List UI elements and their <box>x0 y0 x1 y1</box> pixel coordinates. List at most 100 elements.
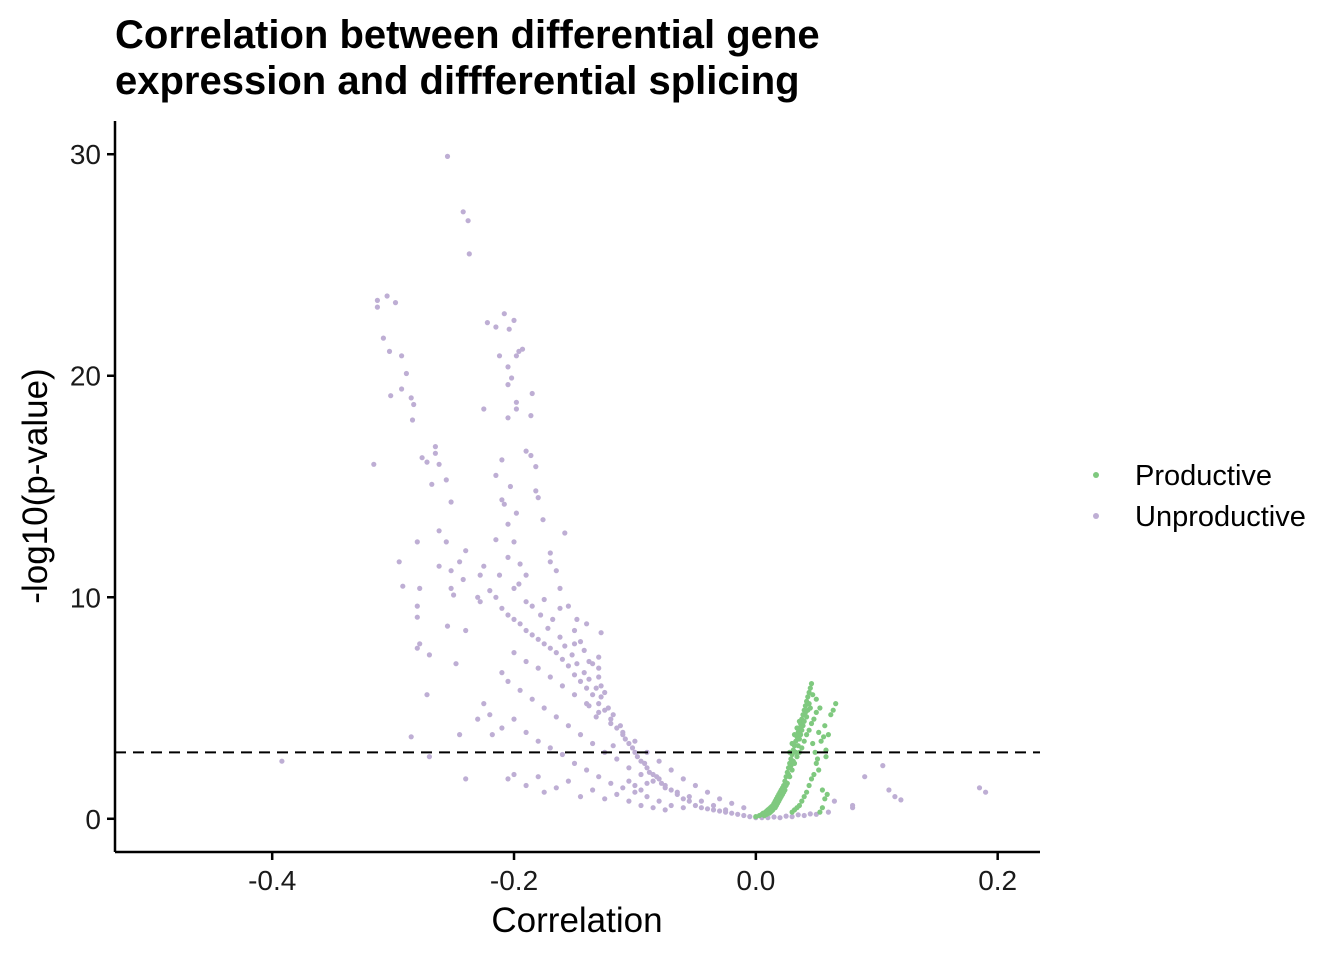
point-unproductive <box>419 455 425 461</box>
point-unproductive <box>610 743 616 749</box>
point-productive <box>776 798 782 804</box>
y-tick-label: 0 <box>85 804 101 835</box>
point-unproductive <box>505 521 511 527</box>
point-unproductive <box>559 683 566 689</box>
point-unproductive <box>626 778 632 784</box>
point-unproductive <box>553 650 559 656</box>
point-unproductive <box>692 782 699 789</box>
y-axis-ticks: 0 10 20 30 <box>70 139 115 835</box>
point-unproductive <box>511 317 517 323</box>
point-unproductive <box>511 585 517 592</box>
point-productive <box>801 794 807 800</box>
x-tick-label: 0.2 <box>978 865 1017 896</box>
point-unproductive <box>523 572 529 578</box>
data-points <box>279 153 989 821</box>
point-unproductive <box>535 738 541 744</box>
point-unproductive <box>586 703 592 709</box>
point-unproductive <box>417 641 423 647</box>
point-unproductive <box>617 723 624 729</box>
point-unproductive <box>577 732 584 738</box>
point-unproductive <box>717 808 723 814</box>
legend-key-productive <box>1093 472 1099 478</box>
point-unproductive <box>424 692 430 698</box>
point-unproductive <box>569 652 575 658</box>
point-unproductive <box>493 537 499 543</box>
point-unproductive <box>571 627 578 634</box>
point-productive <box>816 729 822 736</box>
point-productive <box>814 756 821 762</box>
point-unproductive <box>668 802 674 809</box>
point-productive <box>790 758 796 764</box>
point-productive <box>817 705 823 711</box>
point-productive <box>795 743 801 749</box>
point-unproductive <box>414 603 420 609</box>
point-unproductive <box>565 663 572 669</box>
point-unproductive <box>513 399 520 405</box>
point-productive <box>800 723 806 729</box>
point-unproductive <box>535 636 541 642</box>
point-unproductive <box>517 687 523 693</box>
chart-title-line-2: expression and diffferential splicing <box>115 59 800 103</box>
point-unproductive <box>499 670 505 676</box>
point-unproductive <box>477 599 483 605</box>
point-unproductive <box>668 767 674 773</box>
point-productive <box>804 714 810 720</box>
x-tick-label: 0.0 <box>736 865 775 896</box>
point-unproductive <box>496 353 503 359</box>
point-unproductive <box>371 461 377 467</box>
point-unproductive <box>529 603 535 609</box>
point-unproductive <box>577 678 584 685</box>
point-unproductive <box>571 641 578 647</box>
point-unproductive <box>596 665 602 671</box>
point-unproductive <box>596 701 602 707</box>
point-productive <box>791 732 798 738</box>
x-axis-title: Correlation <box>491 901 662 940</box>
point-unproductive <box>783 813 789 819</box>
point-unproductive <box>535 665 541 671</box>
point-unproductive <box>704 789 711 795</box>
point-productive <box>822 796 828 802</box>
point-unproductive <box>545 625 551 631</box>
point-unproductive <box>632 782 638 789</box>
point-unproductive <box>686 798 692 804</box>
point-unproductive <box>632 738 638 744</box>
point-unproductive <box>481 406 487 412</box>
point-productive <box>833 701 839 707</box>
point-unproductive <box>477 572 483 578</box>
point-unproductive <box>596 709 602 716</box>
point-unproductive <box>374 297 380 303</box>
point-productive <box>804 732 810 738</box>
point-unproductive <box>511 616 517 623</box>
point-unproductive <box>487 712 493 718</box>
point-unproductive <box>529 390 535 397</box>
point-unproductive <box>523 599 529 605</box>
point-unproductive <box>983 789 989 795</box>
point-unproductive <box>593 685 599 691</box>
point-unproductive <box>511 650 517 656</box>
point-productive <box>810 740 816 747</box>
chart-title-line-1: Correlation between differential gene <box>115 13 820 57</box>
point-unproductive <box>680 805 686 811</box>
point-unproductive <box>674 789 680 795</box>
point-unproductive <box>408 395 414 401</box>
point-unproductive <box>692 802 699 809</box>
legend-label-unproductive: Unproductive <box>1135 501 1306 533</box>
point-unproductive <box>608 780 614 786</box>
point-productive <box>788 763 794 769</box>
point-unproductive <box>460 576 466 583</box>
point-unproductive <box>429 481 435 487</box>
point-unproductive <box>584 621 590 627</box>
point-unproductive <box>620 785 626 791</box>
point-productive <box>808 720 815 727</box>
point-unproductive <box>729 800 735 806</box>
point-productive <box>808 776 815 782</box>
point-unproductive <box>463 548 469 554</box>
point-unproductive <box>460 209 466 215</box>
point-productive <box>798 732 804 738</box>
point-unproductive <box>590 692 596 698</box>
point-unproductive <box>577 639 584 645</box>
point-unproductive <box>626 798 632 804</box>
point-unproductive <box>411 401 417 408</box>
point-unproductive <box>598 630 604 636</box>
